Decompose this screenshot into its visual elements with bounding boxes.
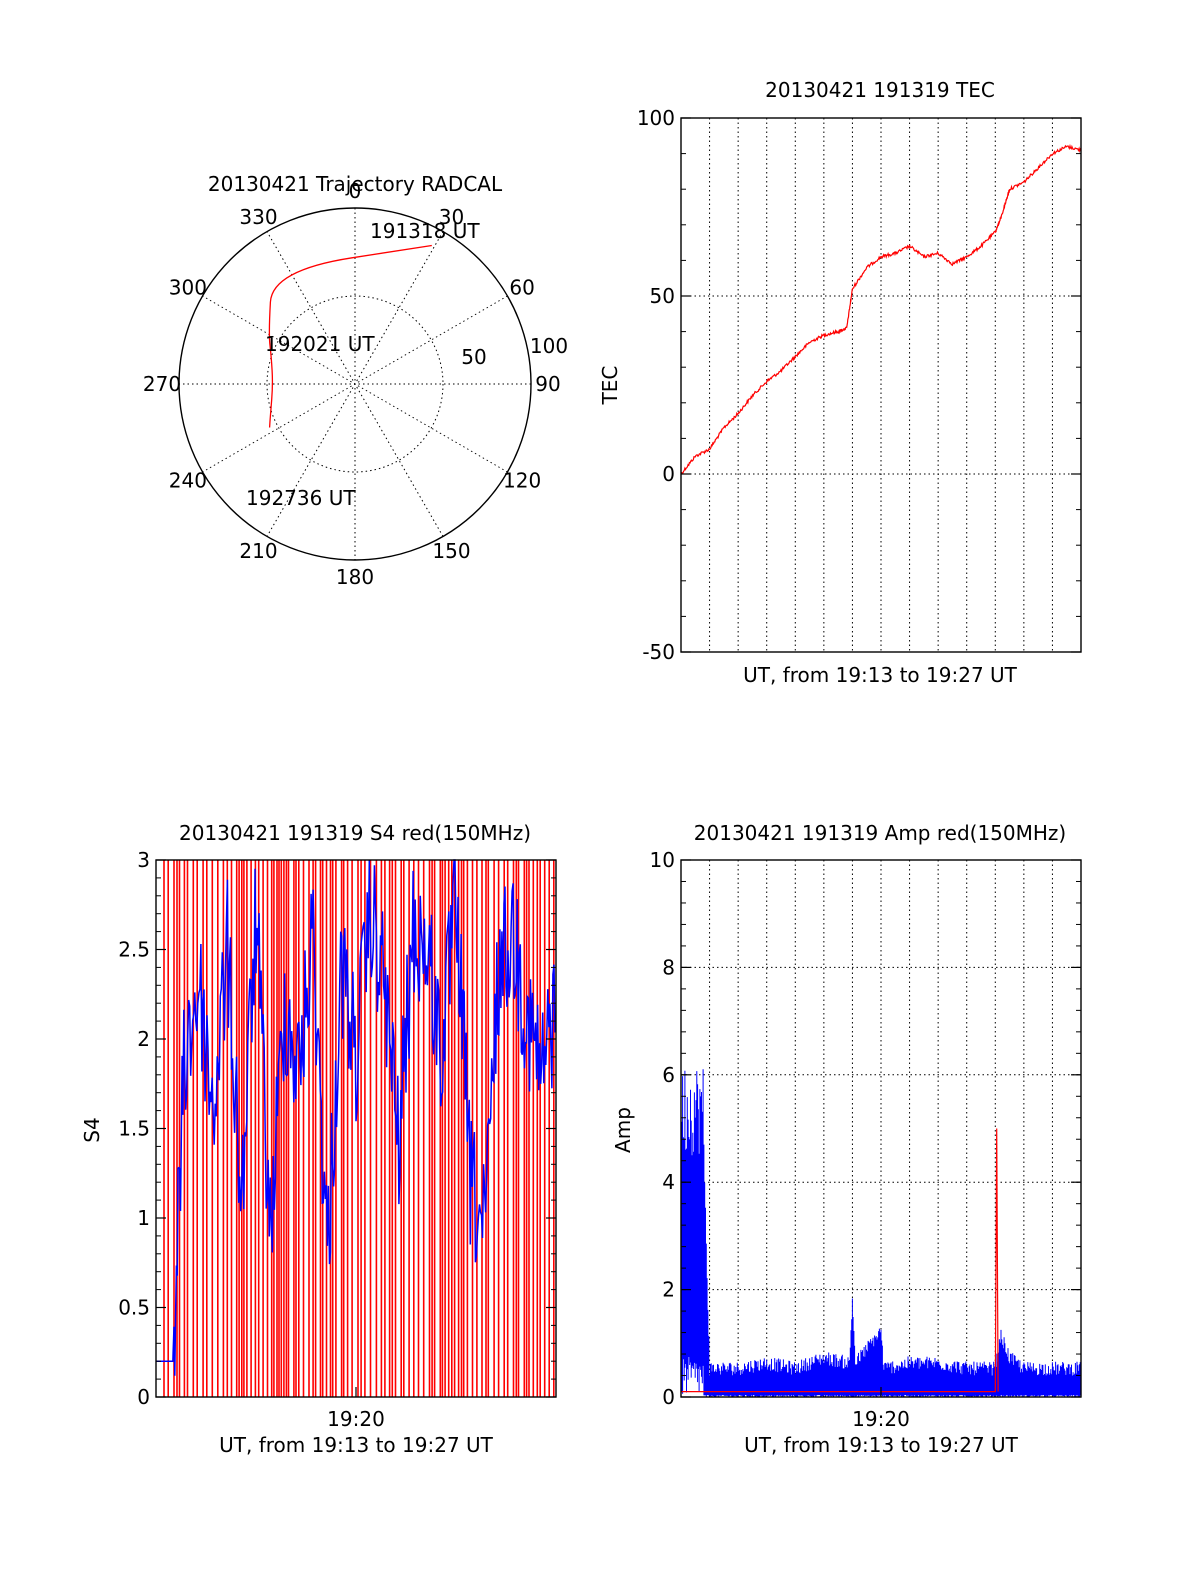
azimuth-label: 150 <box>432 539 470 563</box>
y-tick-label: 0 <box>137 1385 150 1409</box>
y-tick-label: -50 <box>642 640 675 664</box>
y-tick-label: 1 <box>137 1206 150 1230</box>
tec-xlabel: UT, from 19:13 to 19:27 UT <box>743 663 1018 687</box>
trajectory-line <box>268 244 432 428</box>
amp-xtick-1920: 19:20 <box>852 1407 910 1431</box>
s4-red-series <box>163 860 555 1397</box>
y-tick-label: 4 <box>662 1170 675 1194</box>
y-tick-label: 0.5 <box>118 1296 150 1320</box>
tec-ylabel: TEC <box>598 366 622 406</box>
s4-blue-series <box>156 859 556 1376</box>
azimuth-label: 30 <box>439 205 464 229</box>
y-tick-label: 2 <box>137 1027 150 1051</box>
elevation-label-100: 100 <box>530 334 568 358</box>
polar-spokes <box>179 208 531 560</box>
s4-panel: 20130421 191319 S4 red(150MHz) 0 0.5 1 1.5 2… <box>80 821 557 1457</box>
s4-plot-frame <box>155 859 557 1398</box>
amp-title: 20130421 191319 Amp red(150MHz) <box>694 821 1066 845</box>
amp-panel: 20130421 191319 Amp red(150MHz) 0246810 … <box>611 821 1082 1457</box>
azimuth-label: 330 <box>239 205 277 229</box>
azimuth-label: 240 <box>169 469 207 493</box>
amp-plot-frame <box>680 859 1082 1398</box>
y-tick-label: 2 <box>662 1278 675 1302</box>
y-tick-label: 0 <box>662 1385 675 1409</box>
elevation-label-50: 50 <box>461 345 486 369</box>
y-tick-label: 3 <box>137 848 150 872</box>
tec-panel: 20130421 191319 TEC -50 0 50 100 TEC UT, fr… <box>598 78 1082 687</box>
polar-spoke <box>266 231 444 537</box>
amp-y-ticks: 0 2 4 6 8 10 <box>650 848 1081 1409</box>
y-tick-label: 6 <box>662 1063 675 1087</box>
azimuth-label: 300 <box>169 276 207 300</box>
s4-xlabel: UT, from 19:13 to 19:27 UT <box>219 1433 494 1457</box>
y-tick-label: 2.5 <box>118 938 150 962</box>
y-tick-label: 8 <box>662 955 675 979</box>
azimuth-label: 120 <box>503 469 541 493</box>
tec-grid <box>681 118 1081 652</box>
s4-xtick-1920: 19:20 <box>327 1407 385 1431</box>
polar-azimuth-labels: 0 30 60 90 120 150 180 210 240 270 300 330 <box>143 179 561 589</box>
amp-grid <box>681 860 1081 1397</box>
trajectory-start-label: 191318 UT <box>370 219 480 243</box>
tec-series-line <box>680 143 1082 475</box>
amp-red-series <box>681 1128 999 1393</box>
y-tick-label: 1.5 <box>118 1117 150 1141</box>
s4-ylabel: S4 <box>80 1117 104 1142</box>
y-tick-label: 10 <box>650 848 675 872</box>
amp-blue-trace <box>680 1069 1081 1397</box>
azimuth-label: 180 <box>336 565 374 589</box>
tec-y-ticks: -50 0 50 100 <box>637 106 1081 664</box>
trajectory-panel: 20130421 Trajectory RADCAL 0 30 60 90 120 150… <box>143 172 568 589</box>
azimuth-label: 270 <box>143 372 181 396</box>
azimuth-label: 210 <box>239 539 277 563</box>
y-tick-label: 100 <box>637 106 675 130</box>
y-tick-label: 0 <box>662 462 675 486</box>
azimuth-label: 90 <box>535 372 560 396</box>
amp-xlabel: UT, from 19:13 to 19:27 UT <box>744 1433 1019 1457</box>
polar-inner-circle <box>266 295 444 473</box>
s4-red-trace <box>163 860 555 1397</box>
trajectory-mid-label: 192021 UT <box>265 332 375 356</box>
tec-plot-frame <box>680 117 1082 653</box>
trajectory-end-label: 192736 UT <box>246 486 356 510</box>
amp-blue-noise <box>680 1069 1081 1397</box>
trajectory-title: 20130421 Trajectory RADCAL <box>208 172 503 196</box>
azimuth-label: 60 <box>509 276 534 300</box>
amp-ylabel: Amp <box>611 1107 635 1153</box>
s4-y-ticks: 0 0.5 1 1.5 2 2.5 3 <box>118 848 556 1409</box>
s4-title: 20130421 191319 S4 red(150MHz) <box>179 821 531 845</box>
azimuth-label: 0 <box>349 179 362 203</box>
tec-title: 20130421 191319 TEC <box>765 78 995 102</box>
y-tick-label: 50 <box>650 284 675 308</box>
